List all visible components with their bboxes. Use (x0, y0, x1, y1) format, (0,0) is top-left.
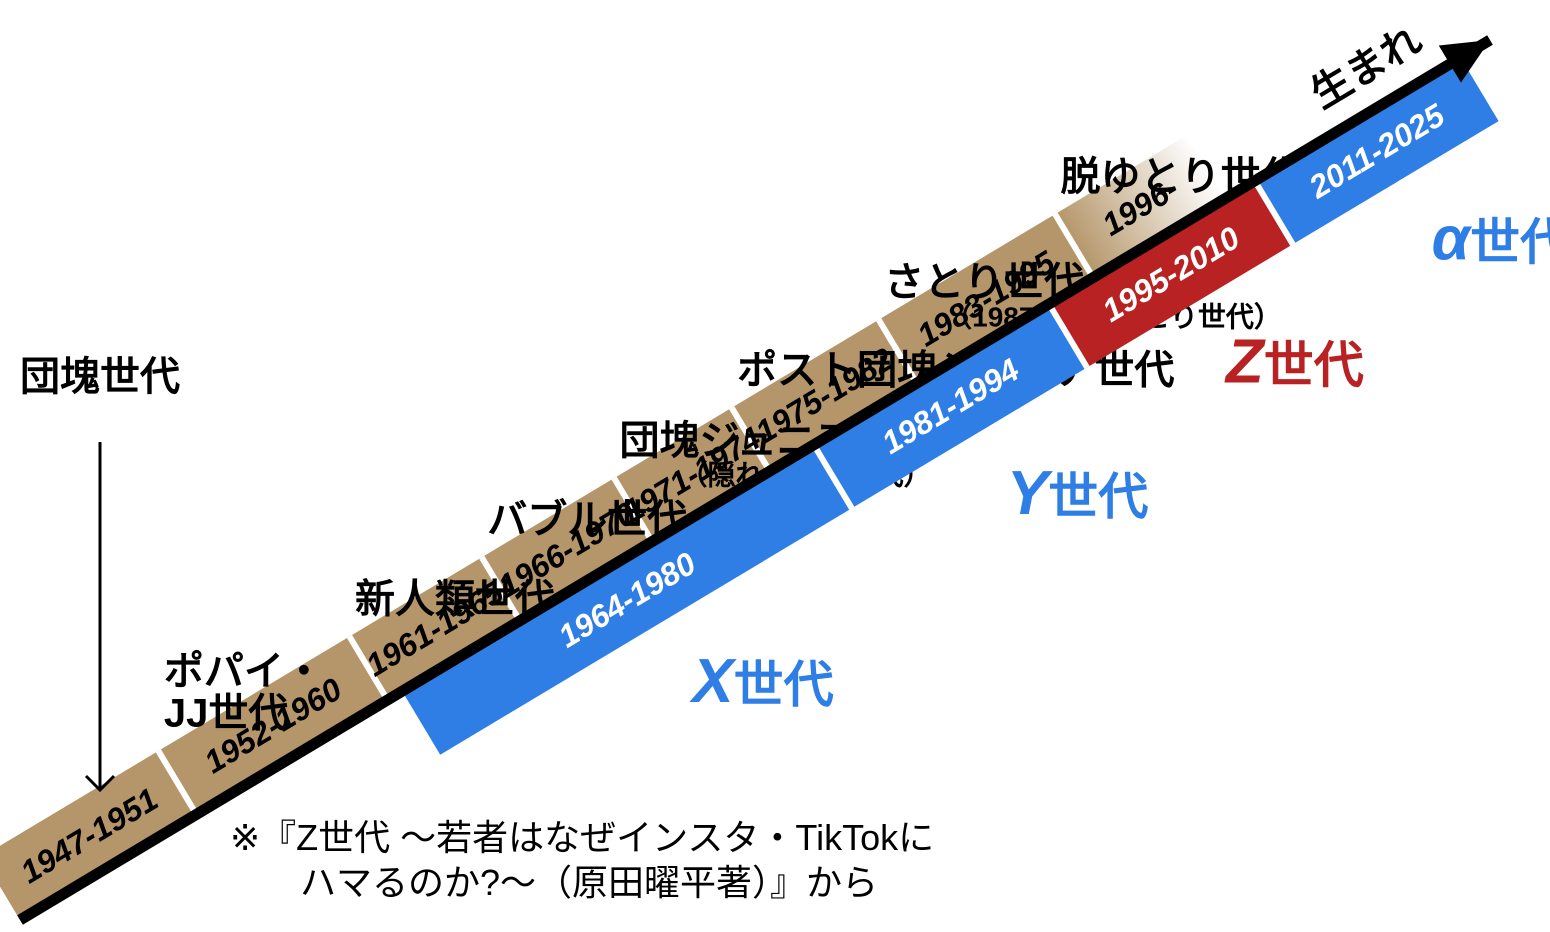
lower-segment-label: X世代 (689, 647, 833, 716)
footnote-line: ※『Z世代 〜若者はなぜインスタ・TikTokに (230, 817, 934, 858)
lower-segment-label: α世代 (1432, 204, 1550, 273)
upper-segment-label: JJ世代 (164, 692, 289, 736)
lower-segment-label: Z世代 (1224, 328, 1364, 397)
timeline-axis (20, 40, 1490, 920)
pointer-label: 団塊世代 (20, 355, 180, 399)
upper-segment-label: ポパイ・ (164, 650, 324, 694)
lower-segment-label: Y世代 (1007, 459, 1148, 528)
generation-timeline-diagram: 1947-19511952-19601961-19651966-19701971… (0, 0, 1550, 932)
footnote-line: ハマるのか?〜（原田曜平著）』から (300, 862, 878, 903)
